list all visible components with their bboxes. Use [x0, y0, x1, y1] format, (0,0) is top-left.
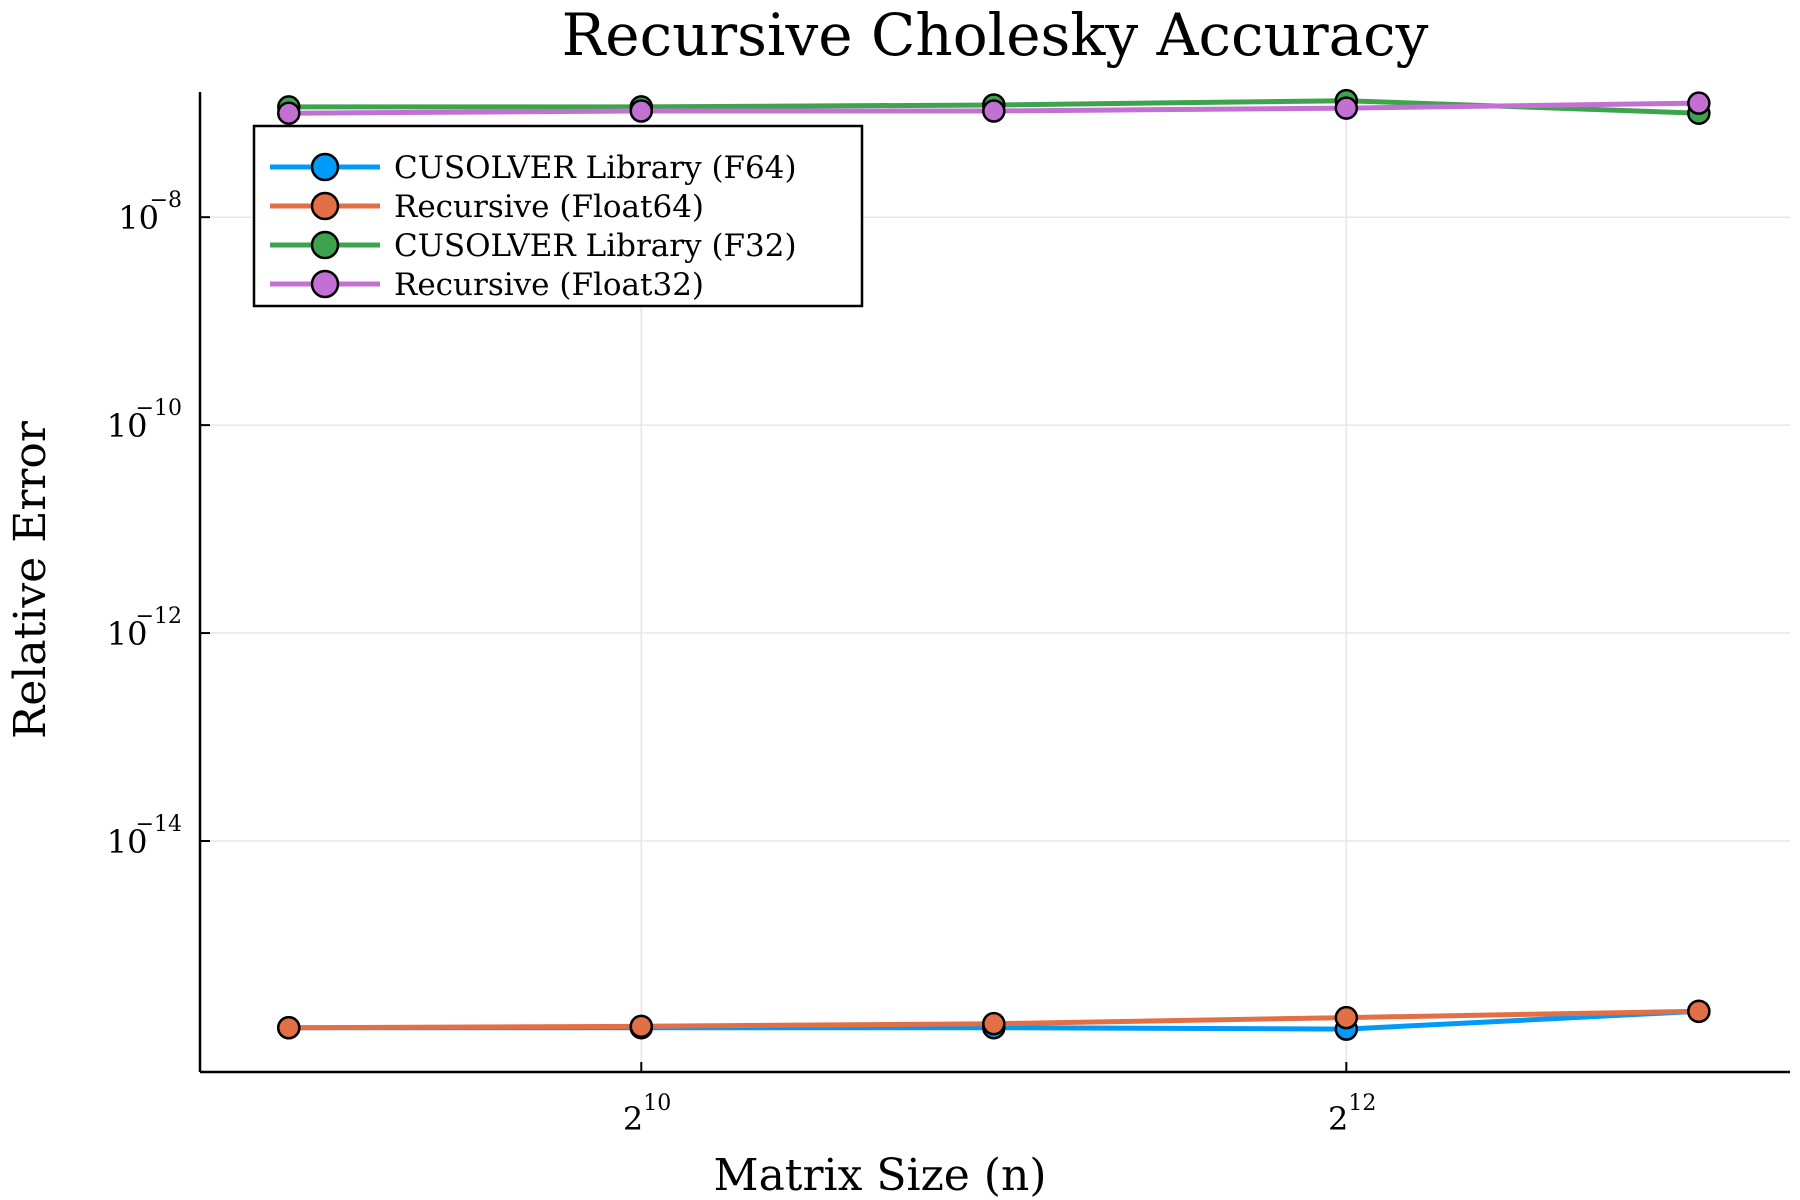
- chart-title: Recursive Cholesky Accuracy: [562, 1, 1429, 69]
- legend-item: Recursive (Float32): [270, 267, 704, 303]
- legend-label: Recursive (Float32): [394, 267, 704, 303]
- x-axis-label: Matrix Size (n): [714, 1150, 1047, 1200]
- series-layer: [277, 88, 1711, 1041]
- legend-item: CUSOLVER Library (F64): [270, 150, 797, 186]
- legend-swatch-marker: [310, 152, 340, 182]
- y-tick-base: 10: [107, 823, 148, 861]
- legend-swatch-marker: [310, 269, 340, 299]
- legend-item: CUSOLVER Library (F32): [270, 228, 797, 264]
- x-tick-label: 2 12: [1328, 1091, 1376, 1138]
- data-point: [1334, 96, 1359, 120]
- legend-layer: CUSOLVER Library (F64)Recursive (Float64…: [252, 124, 864, 308]
- y-tick-exponent: −10: [136, 396, 182, 421]
- data-point: [1687, 999, 1711, 1024]
- legend-box: [252, 124, 864, 308]
- x-tick-label: 2 10: [623, 1091, 671, 1138]
- y-axis-label: Relative Error: [5, 420, 56, 739]
- x-tick-exponent: 12: [1348, 1091, 1376, 1116]
- y-tick-label: −810: [118, 188, 182, 237]
- y-tick-exponent: −14: [136, 812, 182, 837]
- legend-item: Recursive (Float64): [270, 189, 704, 225]
- data-point: [629, 99, 654, 123]
- legend-label: CUSOLVER Library (F32): [394, 228, 797, 264]
- legend-label: CUSOLVER Library (F64): [394, 150, 797, 186]
- x-tick-base: 2: [623, 1100, 643, 1138]
- x-tick-base: 2: [1328, 1100, 1348, 1138]
- legend-swatch-marker: [310, 230, 340, 260]
- y-tick-exponent: −12: [136, 604, 182, 629]
- data-point: [629, 1014, 654, 1039]
- data-point: [1687, 91, 1711, 115]
- legend-label: Recursive (Float64): [394, 189, 704, 225]
- y-tick-base: 10: [107, 615, 148, 653]
- data-point: [277, 1015, 301, 1040]
- data-point: [982, 99, 1006, 123]
- data-point: [982, 1011, 1006, 1036]
- legend-swatch-marker: [310, 191, 340, 221]
- data-point: [1334, 1005, 1359, 1030]
- y-tick-base: 10: [118, 199, 159, 237]
- y-tick-base: 10: [107, 407, 148, 445]
- x-tick-exponent: 10: [643, 1091, 671, 1116]
- data-point: [277, 101, 301, 125]
- y-tick-exponent: −8: [150, 188, 182, 213]
